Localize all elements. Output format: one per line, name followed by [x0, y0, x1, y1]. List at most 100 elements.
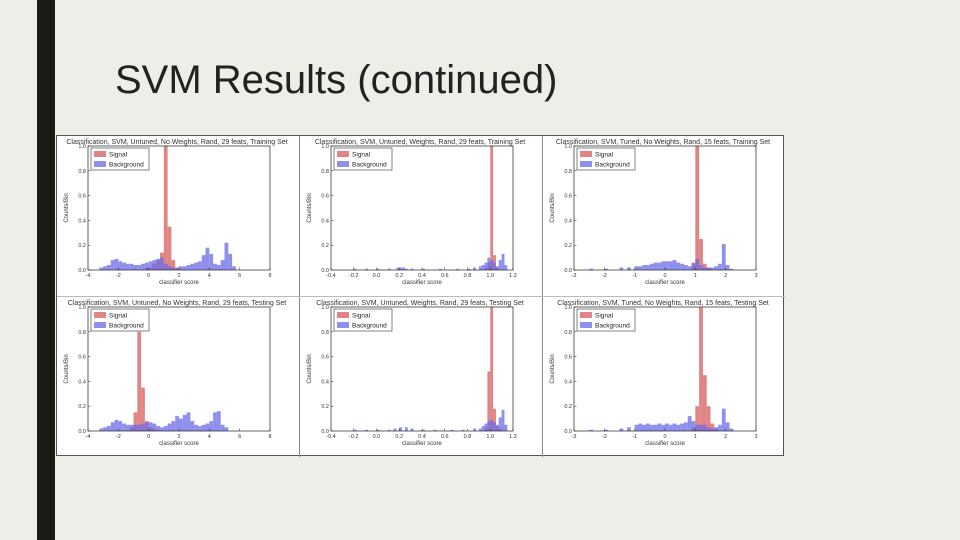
chart-3: Classification, SVM, Tuned, No Weights, … — [550, 139, 770, 286]
background-bar — [634, 266, 639, 270]
signal-bar — [702, 375, 707, 431]
background-bar — [133, 265, 138, 270]
chart-title: Classification, SVM, Untuned, Weights, R… — [316, 300, 524, 307]
background-bar — [729, 268, 734, 270]
y-tick-label: 1.0 — [78, 305, 86, 311]
background-bar — [478, 428, 482, 431]
legend: Signal Background — [90, 308, 150, 332]
legend-label-background: Background — [109, 162, 144, 169]
background-bar — [209, 253, 214, 270]
background-bar — [706, 427, 711, 431]
y-tick-label: 0.0 — [78, 429, 86, 435]
left-accent-bar — [37, 0, 55, 540]
background-bar — [725, 265, 730, 270]
signal-bar — [706, 406, 711, 431]
background-bar — [194, 424, 198, 431]
background-bar — [649, 263, 654, 270]
legend-label-background: Background — [595, 162, 630, 169]
background-bar — [473, 428, 477, 431]
background-bar — [718, 424, 722, 431]
panel-4: Classification, SVM, Untuned, No Weights… — [57, 297, 298, 456]
background-bar — [604, 429, 609, 431]
background-bar — [152, 423, 157, 431]
background-bar — [680, 423, 684, 431]
background-bar — [706, 267, 711, 270]
chart-title: Classification, SVM, Untuned, No Weights… — [66, 139, 287, 146]
y-tick-label: 1.0 — [564, 305, 572, 311]
background-bar — [661, 424, 665, 431]
x-tick-label: -2 — [116, 273, 121, 279]
y-tick-label: 0.6 — [321, 194, 329, 200]
legend-label-signal: Signal — [352, 313, 371, 320]
x-tick-label: 2 — [177, 273, 180, 279]
background-bar — [467, 268, 471, 270]
background-bar — [205, 247, 210, 270]
background-bar — [118, 421, 123, 431]
background-bar — [714, 266, 719, 270]
legend: Signal Background — [576, 147, 636, 171]
background-bar — [642, 265, 647, 270]
background-bar — [110, 260, 115, 270]
background-bar — [729, 428, 734, 431]
background-bar — [171, 267, 176, 270]
background-bar — [179, 418, 183, 431]
signal-bar — [699, 307, 703, 431]
background-bar — [220, 260, 225, 270]
x-tick-label: 0 — [147, 434, 150, 440]
x-tick-label: 0 — [663, 434, 666, 440]
x-tick-label: 4 — [208, 434, 211, 440]
background-bar — [404, 268, 408, 270]
background-bar — [481, 426, 485, 431]
background-bar — [387, 429, 391, 431]
legend: Signal Background — [333, 308, 393, 332]
background-bar — [665, 423, 669, 431]
background-bar — [197, 261, 202, 270]
background-bar — [167, 423, 172, 431]
signal-bar — [167, 226, 172, 270]
background-bar — [179, 266, 183, 270]
y-axis-label: Counts/Bin — [64, 193, 70, 222]
x-tick-label: 1 — [694, 273, 697, 279]
legend-swatch-background — [337, 322, 349, 328]
background-bar — [216, 265, 221, 270]
background-bar — [710, 428, 715, 431]
x-tick-label: 0.2 — [395, 273, 403, 279]
background-bar — [589, 268, 593, 270]
x-tick-label: -0.2 — [349, 273, 358, 279]
background-bar — [156, 258, 161, 270]
background-bar — [137, 424, 142, 431]
x-axis-label: classifier score — [645, 441, 685, 447]
y-tick-label: 0.0 — [321, 268, 329, 274]
y-tick-label: 0.8 — [321, 169, 329, 175]
background-bar — [175, 267, 179, 270]
background-bar — [190, 421, 195, 431]
panel-5: Classification, SVM, Untuned, Weights, R… — [300, 297, 541, 456]
x-axis-label: classifier score — [402, 280, 442, 286]
background-bar — [683, 422, 688, 431]
background-bar — [106, 426, 111, 431]
x-tick-label: 1.0 — [486, 273, 494, 279]
background-bar — [213, 412, 217, 431]
y-tick-label: 1.0 — [321, 305, 329, 311]
background-bar — [504, 265, 508, 270]
legend-label-background: Background — [352, 323, 387, 330]
y-tick-label: 0.6 — [564, 355, 572, 361]
x-tick-label: 0 — [663, 273, 666, 279]
background-bar — [498, 417, 502, 431]
background-bar — [201, 424, 206, 431]
legend-label-signal: Signal — [109, 313, 128, 320]
y-tick-label: 0.0 — [321, 429, 329, 435]
chart-title: Classification, SVM, Untuned, Weights, R… — [315, 139, 525, 146]
y-axis-label: Counts/Bin — [64, 354, 70, 383]
background-bar — [186, 265, 191, 270]
x-tick-label: 8 — [268, 434, 271, 440]
y-tick-label: 0.0 — [564, 268, 572, 274]
background-bar — [114, 419, 119, 431]
background-bar — [478, 266, 482, 270]
y-tick-label: 0.4 — [321, 379, 329, 385]
background-bar — [399, 427, 403, 431]
background-bar — [410, 268, 414, 270]
signal-bar — [710, 423, 715, 431]
background-bar — [387, 268, 391, 270]
background-bar — [118, 261, 123, 270]
